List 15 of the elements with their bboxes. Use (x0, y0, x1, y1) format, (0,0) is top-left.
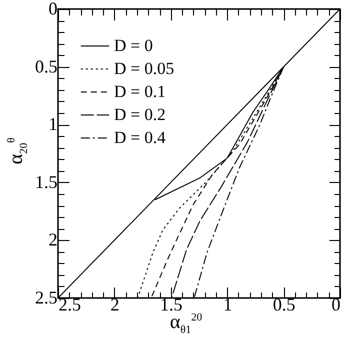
y-tick-label: 2 (48, 230, 58, 250)
x-tick-label: 0.5 (272, 294, 296, 314)
legend-label: D = 0.2 (114, 105, 166, 124)
y-tick-label: 0 (48, 0, 58, 18)
x-tick-label: 2 (110, 294, 120, 314)
x-tick-label: 1.5 (160, 294, 183, 314)
legend-label: D = 0.05 (114, 59, 174, 78)
legend-label: D = 0 (114, 36, 153, 55)
legend-label: D = 0.1 (114, 82, 166, 101)
y-tick-label: 1.5 (35, 172, 58, 192)
legend-label: D = 0.4 (114, 128, 166, 147)
x-tick-label: 1 (223, 294, 232, 314)
y-tick-label: 1 (48, 114, 58, 134)
y-tick-label: 0.5 (35, 56, 58, 76)
x-tick-label: 0 (332, 294, 340, 314)
